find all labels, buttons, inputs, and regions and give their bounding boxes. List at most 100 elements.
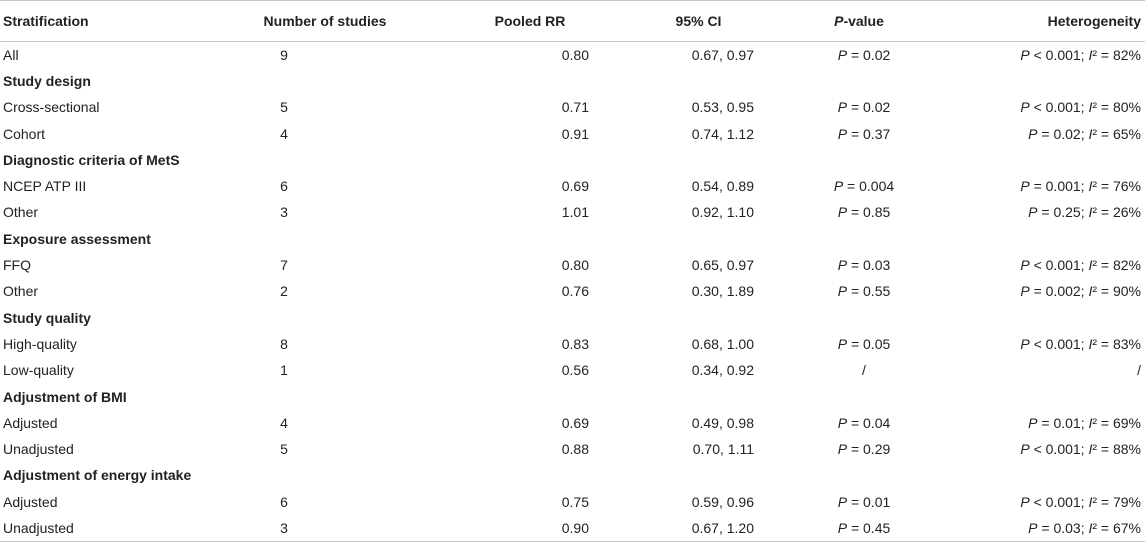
table-row: Unadjusted 3 0.90 0.67, 1.20 P = 0.45 P = 0.0… <box>0 514 1145 542</box>
header-heterogeneity: Heterogeneity <box>932 0 1145 42</box>
ci-cell: 0.70, 1.11 <box>692 441 754 458</box>
heterogeneity-cell: / <box>1137 362 1141 379</box>
group-header-row: Adjustment of BMI <box>0 383 1145 409</box>
heterogeneity-cell: P < 0.001; I² = 88% <box>1020 441 1141 458</box>
pooled-rr-cell: 0.80 <box>561 46 589 63</box>
ci-cell: 0.49, 0.98 <box>691 414 754 431</box>
table-row: Other 3 1.01 0.92, 1.10 P = 0.85 P = 0.25; I²… <box>0 199 1145 225</box>
stratification-cell: Other <box>3 204 39 221</box>
pooled-rr-cell: 0.83 <box>561 335 589 352</box>
heterogeneity-cell: P < 0.001; I² = 80% <box>1020 99 1141 116</box>
p-value-cell: P = 0.01 <box>837 493 891 510</box>
p-value-cell: P = 0.03 <box>837 257 891 274</box>
pooled-rr-cell: 0.80 <box>561 257 589 274</box>
ci-cell: 0.92, 1.10 <box>691 204 754 221</box>
ci-cell: 0.74, 1.12 <box>691 125 754 142</box>
number-of-studies-cell: 4 <box>280 414 288 431</box>
pooled-rr-cell: 0.56 <box>561 362 589 379</box>
header-p-value-rest: -value <box>843 13 884 29</box>
table-row: Adjusted 6 0.75 0.59, 0.96 P = 0.01 P < 0.001… <box>0 489 1145 515</box>
p-value-cell: P = 0.29 <box>837 441 891 458</box>
stratification-cell: Low-quality <box>3 362 74 379</box>
table-body: All 9 0.80 0.67, 0.97 P = 0.02 P < 0.001; I² … <box>0 42 1145 542</box>
p-value-cell: P = 0.04 <box>837 414 891 431</box>
ci-cell: 0.65, 0.97 <box>691 257 754 274</box>
number-of-studies-cell: 1 <box>280 362 288 379</box>
table-row: Other 2 0.76 0.30, 1.89 P = 0.55 P = 0.002; I… <box>0 278 1145 304</box>
heterogeneity-cell: P = 0.02; I² = 65% <box>1028 125 1141 142</box>
ci-cell: 0.30, 1.89 <box>691 283 754 300</box>
heterogeneity-cell: P < 0.001; I² = 83% <box>1020 335 1141 352</box>
heterogeneity-cell: P = 0.25; I² = 26% <box>1028 204 1141 221</box>
heterogeneity-cell: P = 0.03; I² = 67% <box>932 514 1145 542</box>
pooled-rr-cell: 0.69 <box>561 178 589 195</box>
ci-cell: 0.67, 0.97 <box>691 46 754 63</box>
table-row: All 9 0.80 0.67, 0.97 P = 0.02 P < 0.001; I² … <box>0 42 1145 68</box>
stratification-cell: Other <box>3 283 39 300</box>
header-pooled-rr: Pooled RR <box>445 0 615 42</box>
group-header-row: Study quality <box>0 304 1145 330</box>
header-row: Stratification Number of studies Pooled … <box>0 0 1145 42</box>
number-of-studies-cell: 6 <box>280 178 288 195</box>
number-of-studies-cell: 7 <box>280 257 288 274</box>
pooled-rr-cell: 0.91 <box>561 125 589 142</box>
ci-cell: 0.53, 0.95 <box>691 99 754 116</box>
pooled-rr-cell: 0.90 <box>445 514 615 542</box>
table-row: FFQ 7 0.80 0.65, 0.97 P = 0.03 P < 0.001; I² … <box>0 252 1145 278</box>
number-of-studies-cell: 8 <box>280 335 288 352</box>
table-row: Adjusted 4 0.69 0.49, 0.98 P = 0.04 P = 0.01;… <box>0 410 1145 436</box>
group-header-row: Study design <box>0 68 1145 94</box>
ci-cell: 0.54, 0.89 <box>691 178 754 195</box>
p-value-cell: P = 0.004 <box>833 178 895 195</box>
stratification-cell: Adjusted <box>3 414 58 431</box>
group-header-row: Adjustment of energy intake <box>0 462 1145 488</box>
table-row: Low-quality 1 0.56 0.34, 0.92 / / <box>0 357 1145 383</box>
group-label: Adjustment of energy intake <box>3 467 192 484</box>
ci-cell: 0.59, 0.96 <box>691 493 754 510</box>
pooled-rr-cell: 0.76 <box>561 283 589 300</box>
ci-cell: 0.67, 1.20 <box>615 514 760 542</box>
heterogeneity-cell: P = 0.002; I² = 90% <box>1020 283 1141 300</box>
group-label: Exposure assessment <box>3 230 151 247</box>
stratification-cell: Cohort <box>3 125 46 142</box>
header-number-of-studies: Number of studies <box>205 0 445 42</box>
table-row: Cross-sectional 5 0.71 0.53, 0.95 P = 0.02 P … <box>0 94 1145 120</box>
table-row: Unadjusted 5 0.88 0.70, 1.11 P = 0.29 P < 0.0… <box>0 436 1145 462</box>
number-of-studies-cell: 2 <box>280 283 288 300</box>
header-95-ci: 95% CI <box>615 0 760 42</box>
number-of-studies-cell: 5 <box>280 99 288 116</box>
heterogeneity-cell: P < 0.001; I² = 79% <box>1020 493 1141 510</box>
table-row: Cohort 4 0.91 0.74, 1.12 P = 0.37 P = 0.02; I… <box>0 120 1145 146</box>
table-header: Stratification Number of studies Pooled … <box>0 0 1145 42</box>
p-value-cell: P = 0.85 <box>837 204 891 221</box>
number-of-studies-cell: 3 <box>280 204 288 221</box>
p-value-cell: P = 0.37 <box>837 125 891 142</box>
group-label: Study design <box>3 72 91 89</box>
table-row: NCEP ATP III 6 0.69 0.54, 0.89 P = 0.004 P = … <box>0 173 1145 199</box>
ci-cell: 0.34, 0.92 <box>691 362 754 379</box>
p-value-cell: P = 0.02 <box>837 46 891 63</box>
stratification-cell: Unadjusted <box>0 514 205 542</box>
header-p-value: P-value <box>760 0 932 42</box>
number-of-studies-cell: 4 <box>280 125 288 142</box>
header-p-value-italic: P <box>834 13 844 29</box>
pooled-rr-cell: 1.01 <box>561 204 589 221</box>
heterogeneity-cell: P = 0.01; I² = 69% <box>1028 414 1141 431</box>
number-of-studies-cell: 9 <box>280 46 288 63</box>
p-value-cell: P = 0.05 <box>837 335 891 352</box>
pooled-rr-cell: 0.88 <box>561 441 589 458</box>
stratification-cell: Cross-sectional <box>3 99 100 116</box>
ci-cell: 0.68, 1.00 <box>691 335 754 352</box>
table-row: High-quality 8 0.83 0.68, 1.00 P = 0.05 P < 0… <box>0 331 1145 357</box>
number-of-studies-cell: 3 <box>205 514 445 542</box>
pooled-rr-cell: 0.71 <box>561 99 589 116</box>
heterogeneity-cell: P = 0.001; I² = 76% <box>1020 178 1141 195</box>
number-of-studies-cell: 5 <box>280 441 288 458</box>
pooled-rr-cell: 0.69 <box>561 414 589 431</box>
p-value-cell: P = 0.02 <box>837 99 891 116</box>
heterogeneity-cell: P < 0.001; I² = 82% <box>1020 46 1141 63</box>
group-label: Adjustment of BMI <box>3 388 127 405</box>
stratification-cell: Adjusted <box>3 493 58 510</box>
stratification-cell: NCEP ATP III <box>3 178 87 195</box>
